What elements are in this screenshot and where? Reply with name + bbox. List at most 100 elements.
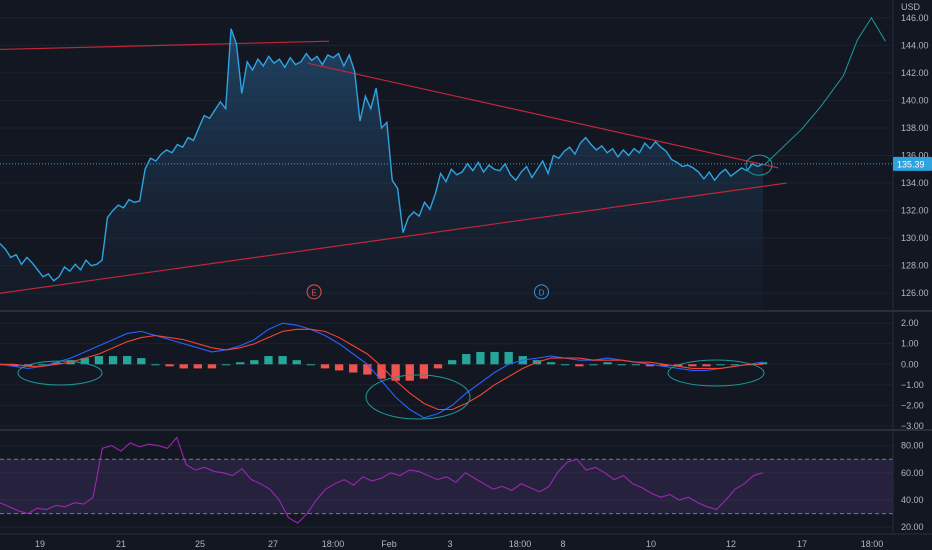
price-series-line	[0, 28, 764, 282]
macd-histogram-bar	[306, 364, 316, 366]
macd-histogram-bar	[165, 364, 174, 367]
rsi-pane	[0, 436, 893, 528]
price-tick-label: 138.00	[901, 123, 929, 133]
macd-circle-annotation[interactable]	[365, 374, 471, 420]
macd-histogram-bar	[193, 364, 202, 369]
macd-histogram-bar	[603, 362, 612, 365]
price-tick-label: 132.00	[901, 206, 929, 216]
macd-tick-label: 1.00	[901, 339, 919, 349]
macd-tick-label: 2.00	[901, 318, 919, 328]
time-tick-label: 10	[646, 539, 656, 549]
macd-histogram-bar	[250, 360, 259, 365]
macd-histogram-bar	[490, 351, 499, 365]
time-tick-label: 21	[116, 539, 126, 549]
macd-histogram-bar	[716, 364, 725, 366]
rsi-tick-label: 20.00	[901, 522, 924, 532]
macd-histogram-bar	[561, 364, 570, 366]
macd-histogram-bar	[320, 364, 330, 369]
price-tick-label: 136.00	[901, 151, 929, 161]
macd-histogram-bar	[221, 364, 231, 366]
event-marker-label: D	[539, 288, 545, 297]
macd-circle-annotation[interactable]	[667, 359, 765, 387]
macd-circle-annotation[interactable]	[17, 360, 103, 386]
macd-histogram-bar	[207, 364, 217, 369]
macd-histogram-bar	[462, 354, 471, 365]
macd-histogram-bar	[419, 364, 429, 379]
macd-histogram-bar	[391, 364, 400, 381]
price-tick-label: 126.00	[901, 288, 929, 298]
macd-histogram-bar	[334, 364, 344, 371]
macd-histogram-bar	[504, 351, 513, 365]
price-tick-label: 146.00	[901, 13, 929, 23]
macd-histogram-bar	[363, 364, 372, 375]
rsi-line	[0, 436, 764, 524]
macd-tick-label: −1.00	[901, 380, 924, 390]
price-tick-label: 140.00	[901, 95, 929, 105]
trendline[interactable]	[0, 40, 330, 51]
circle-annotation[interactable]	[745, 154, 773, 176]
macd-histogram-bar	[645, 364, 655, 367]
time-tick-label: Feb	[381, 539, 397, 549]
trendline[interactable]	[0, 182, 787, 294]
macd-histogram-bar	[123, 356, 132, 365]
macd-histogram-bar	[758, 362, 768, 365]
macd-histogram-bar	[546, 362, 556, 365]
macd-histogram-bar	[702, 364, 711, 367]
time-tick-label: 19	[35, 539, 45, 549]
macd-histogram-bar	[617, 364, 626, 366]
macd-pane	[0, 322, 893, 427]
macd-histogram-bar	[236, 362, 245, 365]
macd-histogram-bar	[631, 364, 640, 366]
price-tick-label: 144.00	[901, 40, 929, 50]
time-tick-label: 18:00	[509, 539, 532, 549]
time-tick-label: 25	[195, 539, 205, 549]
macd-histogram-bar	[264, 356, 273, 365]
time-tick-label: 18:00	[861, 539, 884, 549]
rsi-tick-label: 60.00	[901, 468, 924, 478]
price-tick-label: 130.00	[901, 233, 929, 243]
time-tick-label: 18:00	[322, 539, 345, 549]
macd-histogram-bar	[9, 364, 19, 367]
event-marker-e[interactable]	[306, 284, 322, 300]
macd-tick-label: 0.00	[901, 359, 919, 369]
macd-histogram-bar	[151, 364, 160, 366]
macd-histogram-bar	[659, 364, 669, 367]
rsi-tick-label: 40.00	[901, 495, 924, 505]
macd-histogram-bar	[278, 356, 287, 365]
macd-histogram-bar	[80, 358, 89, 365]
macd-histogram-bar	[137, 358, 146, 365]
macd-histogram-bar	[52, 362, 61, 365]
rsi-tick-label: 80.00	[901, 441, 924, 451]
macd-histogram-bar	[377, 364, 386, 379]
currency-label: USD	[901, 2, 921, 12]
macd-histogram-bar	[292, 360, 301, 365]
macd-histogram-bar	[179, 364, 188, 369]
macd-histogram-bar	[476, 351, 485, 365]
macd-histogram-bar	[94, 356, 104, 365]
event-marker-label: E	[311, 288, 316, 297]
last-price-badge	[893, 156, 932, 171]
projection-arrow-drawing[interactable]	[763, 16, 886, 166]
price-area-fill	[0, 28, 763, 312]
price-tick-label: 142.00	[901, 68, 929, 78]
macd-histogram-bar	[575, 364, 584, 367]
macd-histogram-bar	[349, 364, 358, 373]
macd-histogram-bar	[688, 364, 697, 367]
time-tick-label: 27	[268, 539, 278, 549]
time-tick-label: 12	[726, 539, 736, 549]
time-tick-label: 8	[560, 539, 565, 549]
event-marker-d[interactable]	[533, 284, 549, 300]
macd-histogram-bar	[589, 364, 598, 366]
time-tick-label: 3	[447, 539, 452, 549]
price-tick-label: 134.00	[901, 178, 929, 188]
last-price-label: 135.39	[897, 159, 925, 169]
macd-histogram-bar	[730, 364, 739, 366]
price-tick-label: 128.00	[901, 261, 929, 271]
macd-tick-label: −2.00	[901, 400, 924, 410]
rsi-band	[0, 459, 893, 514]
price-axis[interactable]	[893, 0, 932, 550]
macd-histogram-bar	[38, 364, 47, 366]
trendline[interactable]	[307, 62, 779, 169]
